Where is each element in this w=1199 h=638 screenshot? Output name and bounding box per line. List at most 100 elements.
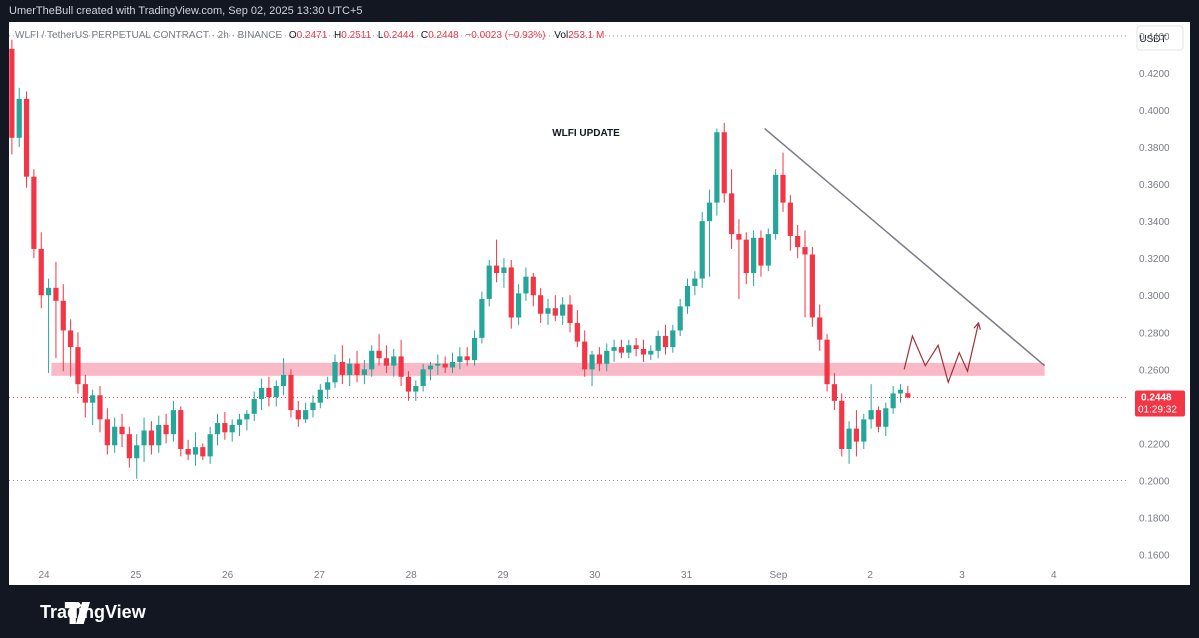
candle-body <box>780 174 786 203</box>
candle <box>427 361 434 381</box>
candle-body <box>861 419 867 442</box>
candle <box>295 400 301 427</box>
candle <box>853 410 860 457</box>
candle <box>626 339 632 359</box>
candle <box>552 295 558 322</box>
candle-body <box>317 389 323 403</box>
candle-body <box>846 428 852 449</box>
candle <box>148 421 155 455</box>
candle-body <box>508 267 514 318</box>
candle <box>303 402 309 424</box>
candle <box>677 298 683 336</box>
candle-body <box>90 395 96 403</box>
candle <box>112 417 118 453</box>
candle-body <box>552 308 558 316</box>
descending-trendline <box>764 127 1046 367</box>
candle-body <box>743 239 749 274</box>
candle <box>736 219 742 299</box>
candle <box>200 443 206 461</box>
candle-body <box>192 447 199 455</box>
candle-body <box>809 254 815 318</box>
candle <box>567 295 573 333</box>
tradingview-logo-icon <box>64 602 90 624</box>
candle-body <box>574 323 580 342</box>
time-tick-label: 2 <box>867 570 873 581</box>
close-value: 0.2448 <box>428 30 459 41</box>
candle-body <box>413 386 419 392</box>
candle <box>787 195 793 251</box>
candle <box>53 261 59 359</box>
candle <box>134 434 140 479</box>
candle <box>229 419 235 442</box>
candle <box>706 189 713 277</box>
candle <box>75 332 81 394</box>
candle <box>405 371 412 401</box>
annotation-title: WLFI UPDATE <box>552 128 620 139</box>
candle <box>589 350 595 387</box>
candle-body <box>361 369 367 375</box>
candle-body <box>824 339 830 385</box>
candle-body <box>68 330 74 348</box>
candle <box>126 426 132 468</box>
price-tick-label: 0.3600 <box>1139 180 1170 191</box>
projection-arrowhead <box>973 321 982 330</box>
candle-body <box>347 363 353 375</box>
candle <box>119 413 125 448</box>
candle-body <box>119 426 125 435</box>
candle-body <box>449 361 456 368</box>
currency-label[interactable]: USDT <box>1139 34 1166 45</box>
candle <box>90 389 96 425</box>
candle-body <box>670 330 676 348</box>
candle <box>325 376 331 399</box>
candle <box>68 319 74 377</box>
price-tick-label: 0.3400 <box>1139 217 1170 228</box>
candle-body <box>383 358 390 366</box>
candle <box>464 347 470 366</box>
candle <box>207 426 213 464</box>
candle-body <box>523 276 529 294</box>
candle-body <box>339 361 345 375</box>
time-tick-label: 27 <box>314 570 326 581</box>
candle-body <box>545 308 551 314</box>
chart-panel[interactable]: WLFI UPDATE WLFI / TetherUS PERPETUAL CO… <box>9 22 1190 585</box>
time-tick-label: 29 <box>497 570 509 581</box>
candle-body <box>596 354 602 364</box>
candle-body <box>567 304 573 324</box>
candle-body <box>405 376 412 392</box>
candle <box>486 260 492 307</box>
candle <box>332 354 338 388</box>
price-tick-label: 0.2800 <box>1139 328 1170 339</box>
candlestick-chart[interactable]: WLFI UPDATE WLFI / TetherUS PERPETUAL CO… <box>9 22 1190 585</box>
candle-body <box>126 434 132 459</box>
change-value: −0.0023 (−0.93%) <box>465 30 545 41</box>
candle-body <box>427 365 434 370</box>
price-axis[interactable]: 0.4400 0.4200 0.4000 0.3800 0.3600 0.3400 0.32… <box>1139 32 1170 562</box>
price-tick-label: 0.2600 <box>1139 365 1170 376</box>
candle <box>273 380 279 407</box>
candle <box>516 284 522 325</box>
candle-body <box>618 347 625 353</box>
candle <box>530 273 536 307</box>
candle <box>398 339 404 387</box>
candle-body <box>435 363 441 366</box>
time-axis[interactable]: 24 25 26 27 28 29 30 31 Sep 2 3 4 <box>38 570 1057 581</box>
candle-body <box>706 202 713 222</box>
support-zone <box>51 362 1045 376</box>
candle-body <box>560 304 566 316</box>
candle <box>604 343 610 372</box>
candle-body <box>538 295 544 314</box>
time-tick-label: Sep <box>770 570 788 581</box>
candle <box>38 232 44 309</box>
candle <box>618 339 625 359</box>
price-tick-label: 0.3000 <box>1139 291 1170 302</box>
candle <box>501 258 507 288</box>
candle <box>449 352 456 374</box>
candle <box>758 230 764 277</box>
candle-body <box>721 132 727 194</box>
candle-body <box>420 369 426 387</box>
candle-body <box>288 374 294 411</box>
candle <box>141 417 147 462</box>
candle <box>347 358 353 387</box>
currency-button[interactable]: USDT <box>1136 25 1184 51</box>
price-tick-label: 0.2000 <box>1139 476 1170 487</box>
